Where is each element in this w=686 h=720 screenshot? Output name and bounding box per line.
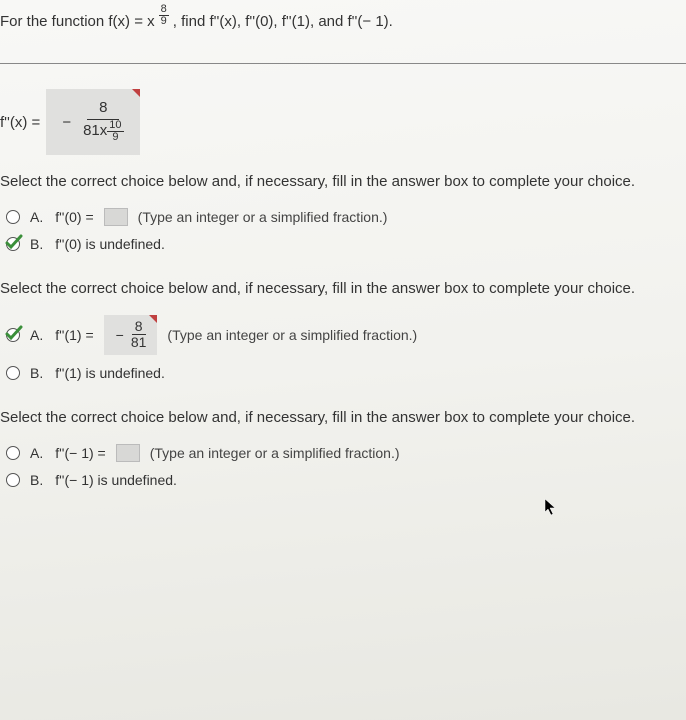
choice-letter: A. [30,327,43,343]
choice-1b[interactable]: B. f''(0) is undefined. [6,236,686,252]
choice-group-2: A. f''(1) = − 8 81 (Type an integer or a… [0,315,686,381]
choice-group-3: A. f''(− 1) = (Type an integer or a simp… [0,444,686,488]
choice-1a[interactable]: A. f''(0) = (Type an integer or a simpli… [6,208,686,226]
header-prefix: For the function f(x) = x [0,13,155,30]
choice-letter: A. [30,209,43,225]
prompt-3: Select the correct choice below and, if … [0,409,686,426]
choice-expr: f''(− 1) = [55,445,105,461]
neg-sign: − [116,327,124,343]
q2-fraction: 8 81 [128,319,150,351]
radio-icon [6,366,20,380]
worksheet-page: For the function f(x) = x 8 9 , find f''… [0,0,686,488]
divider [0,63,686,64]
choice-letter: B. [30,472,43,488]
neg-sign: − [62,114,71,131]
radio-icon [6,446,20,460]
check-icon [5,234,23,252]
choice-3a[interactable]: A. f''(− 1) = (Type an integer or a simp… [6,444,686,462]
hint-text: (Type an integer or a simplified fractio… [138,209,388,225]
exponent-fraction: 8 9 [159,4,169,27]
cursor-icon [544,498,558,516]
choice-expr: f''(0) is undefined. [55,236,165,252]
choice-expr-lhs: f''(1) = [55,327,93,343]
radio-icon [6,210,20,224]
radio-icon [6,473,20,487]
choice-expr: f''(− 1) is undefined. [55,472,177,488]
fpp-denominator: 81x 10 9 [77,120,129,147]
radio-icon-checked [6,237,20,251]
fpp-label: f''(x) = [0,114,40,131]
choice-letter: B. [30,236,43,252]
question-header: For the function f(x) = x 8 9 , find f''… [0,10,686,53]
radio-icon-checked [6,328,20,342]
answer-input[interactable] [104,208,128,226]
header-exponent: 8 9 [159,10,169,33]
choice-3b[interactable]: B. f''(− 1) is undefined. [6,472,686,488]
header-suffix: , find f''(x), f''(0), f''(1), and f''(−… [173,13,393,30]
denom-exponent: 10 9 [107,120,123,143]
hint-text: (Type an integer or a simplified fractio… [167,327,417,343]
choice-expr: f''(0) = [55,209,93,225]
fpp-fraction: 8 81x 10 9 [77,97,129,147]
choice-2b[interactable]: B. f''(1) is undefined. [6,365,686,381]
fpp-numerator: 8 [87,97,119,120]
fpp-answer-box[interactable]: − 8 81x 10 9 [46,89,139,155]
choice-expr: f''(1) is undefined. [55,365,165,381]
check-icon [5,325,23,343]
answer-input[interactable] [116,444,140,462]
choice-2a[interactable]: A. f''(1) = − 8 81 (Type an integer or a… [6,315,686,355]
prompt-1: Select the correct choice below and, if … [0,173,686,190]
choice-letter: A. [30,445,43,461]
hint-text: (Type an integer or a simplified fractio… [150,445,400,461]
choice-letter: B. [30,365,43,381]
prompt-2: Select the correct choice below and, if … [0,280,686,297]
choice-group-1: A. f''(0) = (Type an integer or a simpli… [0,208,686,252]
q2-answer-box[interactable]: − 8 81 [104,315,158,355]
fpp-expression-row: f''(x) = − 8 81x 10 9 [0,89,686,155]
